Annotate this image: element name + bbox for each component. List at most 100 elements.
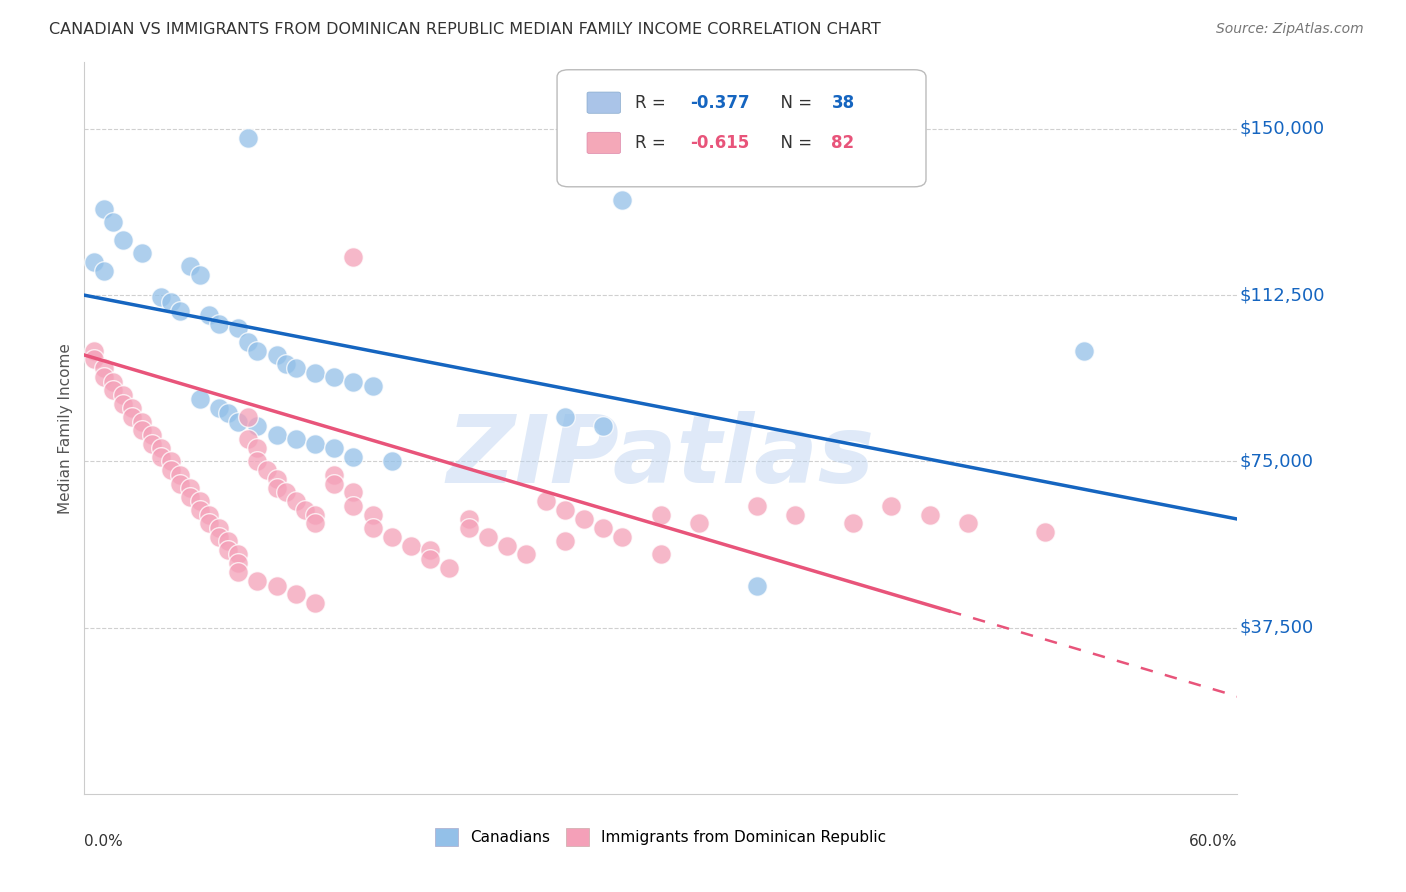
Point [141,436,163,450]
Point [342,450,364,464]
Point [169,303,191,318]
Point [179,260,201,274]
Point [131,415,153,429]
Point [1033,525,1056,540]
Point [304,366,326,380]
Point [276,357,298,371]
Text: -0.615: -0.615 [690,134,749,152]
Point [612,530,634,544]
Point [226,548,249,562]
Point [246,454,269,468]
Text: N =: N = [770,134,818,152]
Point [284,361,307,376]
Point [304,596,326,610]
Point [419,552,441,566]
Point [342,499,364,513]
Point [83,255,105,269]
Point [284,432,307,446]
Point [266,578,288,592]
Point [266,427,288,442]
Point [361,521,384,535]
Point [381,530,404,544]
Point [572,512,595,526]
Point [198,516,221,531]
Point [342,375,364,389]
Point [880,499,903,513]
Point [246,574,269,588]
Point [918,508,941,522]
Point [304,436,326,450]
Point [179,481,201,495]
Point [121,401,143,416]
Point [208,521,231,535]
Point [457,512,479,526]
Point [111,388,134,402]
Legend: Canadians, Immigrants from Dominican Republic: Canadians, Immigrants from Dominican Rep… [429,822,893,852]
Point [188,392,211,407]
Point [419,543,441,558]
Point [188,494,211,508]
Point [592,521,614,535]
Text: ZIPatlas: ZIPatlas [447,411,875,503]
Point [131,246,153,260]
Point [457,521,479,535]
Point [361,379,384,393]
Point [236,334,259,349]
Point [266,481,288,495]
Point [477,530,499,544]
Point [198,308,221,322]
Point [208,530,231,544]
Point [188,503,211,517]
Point [554,503,576,517]
Point [785,508,807,522]
Point [612,193,634,207]
Point [121,410,143,425]
Point [284,494,307,508]
Point [246,419,269,434]
Point [294,503,316,517]
Point [650,508,672,522]
Point [745,499,768,513]
Text: 60.0%: 60.0% [1189,834,1237,849]
Point [236,410,259,425]
Point [650,548,672,562]
Point [554,534,576,549]
Point [304,516,326,531]
Point [111,233,134,247]
Text: $112,500: $112,500 [1240,286,1324,304]
Point [150,450,173,464]
Point [515,548,537,562]
Text: $37,500: $37,500 [1240,619,1313,637]
Text: Source: ZipAtlas.com: Source: ZipAtlas.com [1216,22,1364,37]
Point [256,463,278,477]
Point [226,415,249,429]
Point [198,508,221,522]
Point [208,401,231,416]
Point [236,432,259,446]
Point [218,543,240,558]
Point [169,467,191,482]
Point [169,476,191,491]
Point [1073,343,1095,358]
Point [381,454,404,468]
Point [188,268,211,283]
Text: 38: 38 [831,94,855,112]
Point [93,370,115,384]
Text: $150,000: $150,000 [1240,120,1324,138]
Point [323,370,346,384]
Point [93,202,115,216]
Point [226,566,249,580]
Point [266,348,288,362]
Point [361,508,384,522]
Point [236,130,259,145]
Point [83,352,105,367]
Y-axis label: Median Family Income: Median Family Income [58,343,73,514]
Point [93,361,115,376]
FancyBboxPatch shape [588,132,620,153]
Point [226,557,249,571]
Point [150,441,173,455]
Point [103,384,124,398]
Point [93,264,115,278]
Point [111,397,134,411]
Point [150,290,173,304]
